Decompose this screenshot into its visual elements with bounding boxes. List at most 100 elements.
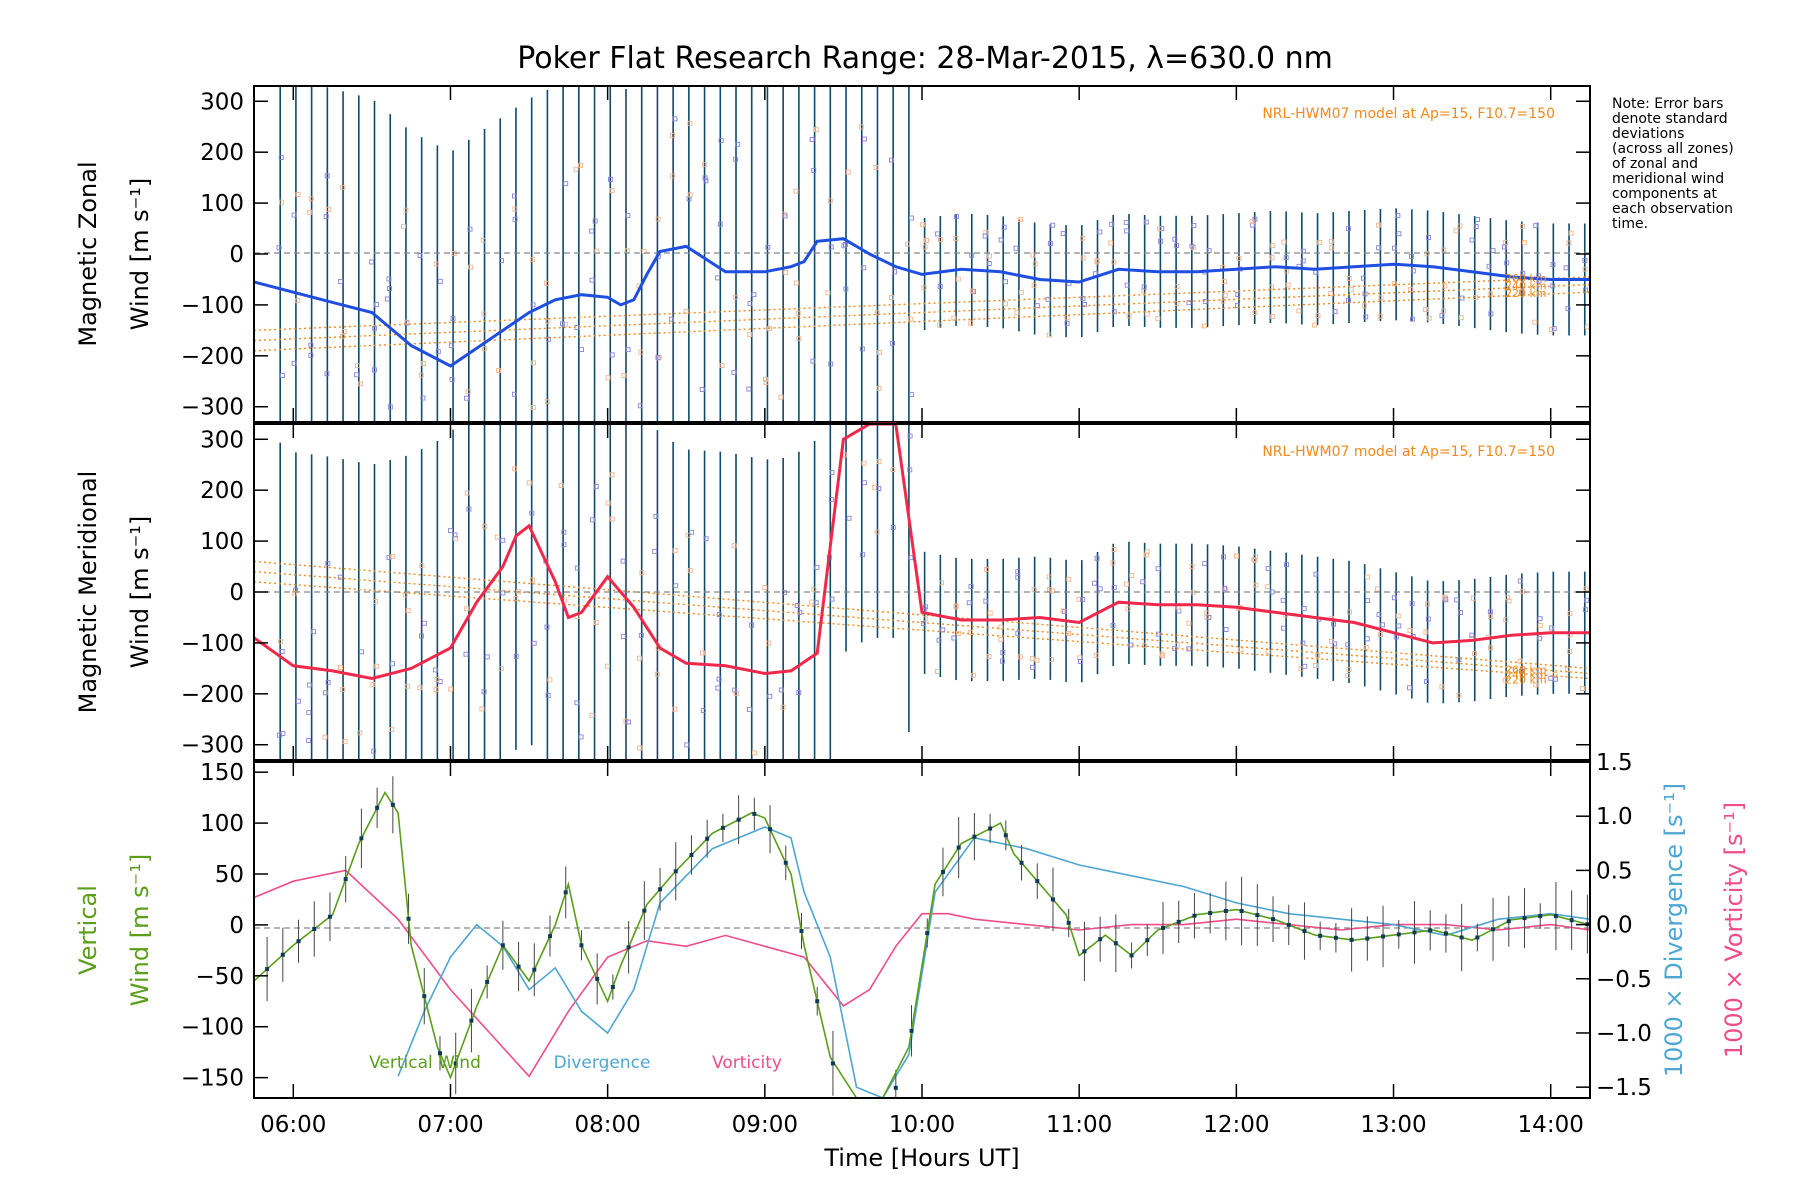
merid-scatter-point [689,529,695,535]
zonal-scatter-point [589,277,595,283]
zonal-scatter-point [625,213,631,219]
vertical-wind-point [626,945,631,950]
zonal-scatter-point [358,381,364,387]
zonal-scatter-point [969,288,975,294]
zonal-scatter-point [512,206,518,212]
zonal-scatter-point [1396,231,1402,237]
zonal-scatter-point [655,216,661,222]
zonal-scatter-point [324,371,330,377]
vorticity-line [253,869,1591,1078]
zonal-scatter-point [280,372,285,378]
x-tick-label: 12:00 [1203,1112,1269,1138]
vertical-wind-point [359,836,364,841]
merid-scatter-point [1549,625,1555,631]
merid-scatter-point [1060,608,1066,614]
merid-scatter-point [1111,585,1117,590]
zonal-scatter-point [562,321,568,327]
merid-scatter-point [1265,565,1271,571]
vertical-wind-point [375,805,380,810]
zonal-scatter-point [544,280,549,286]
zonal-scatter-point [1080,296,1086,301]
zonal-scatter-point [1568,230,1574,236]
vertical-wind-line [253,790,1591,1099]
zonal-scatter-point [1565,306,1571,312]
vertical-wind-point [736,817,741,822]
zonal-scatter-point [1329,245,1335,251]
zonal-scatter-point [1045,296,1051,302]
zonal-scatter-point [1457,223,1463,229]
zonal-scatter-point [1520,223,1526,229]
zonal-scatter-point [512,391,517,397]
merid-scatter-point [1093,652,1099,658]
merid-altitude-label: 240 km [1505,668,1547,681]
zonal-scatter-point [1551,326,1557,332]
x-tick-label: 08:00 [574,1112,640,1138]
merid-scatter-point [1094,555,1100,561]
merid-scatter-point [1223,587,1229,593]
merid-scatter-point [1110,623,1116,628]
merid-scatter-point [1391,595,1397,601]
zonal-scatter-point [1235,302,1240,308]
zonal-scatter-point [1001,224,1007,230]
vertical-wind-point [1538,914,1543,919]
vertical-wind-point [312,926,317,931]
merid-scatter-point [1140,579,1146,585]
zonal-scatter-point [1046,332,1052,338]
x-tick-label: 14:00 [1518,1112,1584,1138]
vertical-y2tick-label: −0.5 [1596,967,1652,993]
zonal-scatter-point [465,389,471,395]
merid-scatter-point [1092,580,1098,586]
zonal-ytick-label: −100 [181,293,244,319]
vertical-wind-point [1019,860,1024,865]
merid-altitude-label: 220 km [1505,674,1547,687]
zonal-scatter-point [621,373,627,378]
zonal-scatter-point [1486,263,1492,269]
merid-scatter-point [1280,625,1286,631]
merid-scatter-point [987,610,993,616]
zonal-scatter-point [1395,213,1401,219]
zonal-altitude-label: 260 km [1505,272,1547,285]
merid-scatter-point [639,570,645,576]
merid-scatter-point [513,596,519,602]
zonal-scatter-point [793,188,799,194]
merid-scatter-point [605,500,611,506]
merid-scatter-point [481,689,487,695]
zonal-scatter-point [747,301,753,307]
zonal-scatter-point [953,236,959,242]
merid-scatter-point [1439,684,1445,690]
zonal-scatter-point [1410,268,1416,274]
merid-scatter-point [389,727,395,732]
vertical-wind-point [705,836,710,841]
zonal-scatter-point [1172,236,1178,242]
merid-scatter-point [1298,666,1304,672]
merid-scatter-point [374,663,380,669]
zonal-scatter-point [386,276,392,282]
zonal-scatter-point [1519,289,1525,295]
merid-scatter-point [1443,597,1449,603]
merid-scatter-point [1066,576,1072,582]
zonal-scatter-point [1522,240,1527,246]
zonal-scatter-point [1378,295,1384,301]
vertical-wind-point [532,967,537,972]
vorticity-axis-label: 1000 × Vorticity [s⁻¹] [1720,802,1748,1058]
zonal-scatter-point [843,286,849,292]
zonal-scatter-point [1111,309,1117,315]
zonal-scatter-point [1582,266,1588,272]
x-axis-label: Time [Hours UT] [823,1144,1019,1172]
zonal-scatter-point [1409,316,1415,322]
merid-scatter-point [1176,608,1182,614]
merid-scatter-point [371,748,377,754]
merid-scatter-point [1234,553,1240,559]
zonal-scatter-point [1013,245,1019,251]
vertical-wind-point [469,1018,474,1023]
vertical-wind-point [642,908,647,913]
zonal-scatter-point [811,167,817,173]
merid-scatter-point [1488,614,1494,620]
vertical-wind-point [1506,919,1511,924]
merid-scatter-point [1409,601,1415,607]
vertical-wind-point [595,976,600,981]
zonal-scatter-point [889,295,894,301]
merid-scatter-point [874,529,880,535]
zonal-scatter-point [1501,244,1507,250]
vertical-wind-point [783,860,788,865]
